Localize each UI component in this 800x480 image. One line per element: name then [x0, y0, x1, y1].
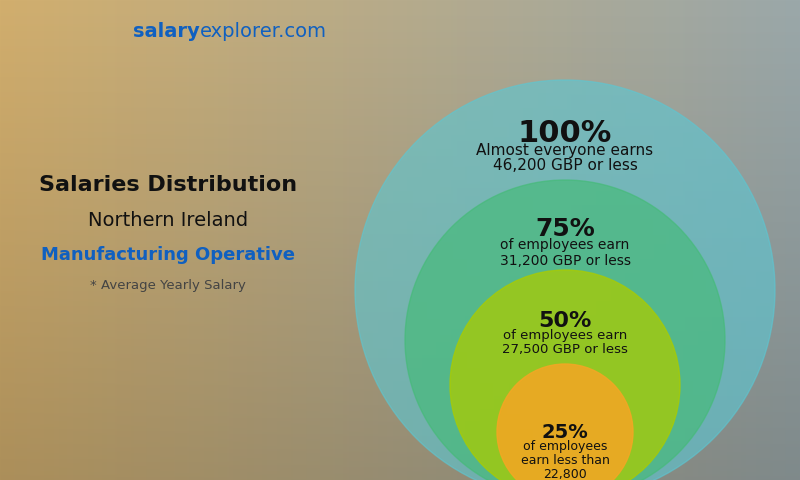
Circle shape [355, 80, 775, 480]
Text: of employees earn: of employees earn [500, 238, 630, 252]
Circle shape [450, 270, 680, 480]
Text: * Average Yearly Salary: * Average Yearly Salary [90, 278, 246, 291]
Text: Northern Ireland: Northern Ireland [88, 211, 248, 229]
Text: explorer.com: explorer.com [200, 22, 327, 41]
Circle shape [405, 180, 725, 480]
Circle shape [497, 364, 633, 480]
Text: of employees earn: of employees earn [503, 328, 627, 341]
Text: 27,500 GBP or less: 27,500 GBP or less [502, 343, 628, 356]
Text: 22,800: 22,800 [543, 468, 587, 480]
Text: Manufacturing Operative: Manufacturing Operative [41, 246, 295, 264]
Text: 25%: 25% [542, 423, 588, 442]
Text: 46,200 GBP or less: 46,200 GBP or less [493, 158, 638, 173]
Text: 75%: 75% [535, 217, 595, 241]
Text: 31,200 GBP or less: 31,200 GBP or less [499, 254, 630, 268]
Text: salary: salary [134, 22, 200, 41]
Text: 100%: 100% [518, 120, 612, 148]
Text: Salaries Distribution: Salaries Distribution [39, 175, 297, 195]
Text: of employees: of employees [523, 440, 607, 453]
Text: 50%: 50% [538, 311, 592, 331]
Text: earn less than: earn less than [521, 454, 610, 467]
Text: Almost everyone earns: Almost everyone earns [477, 143, 654, 157]
